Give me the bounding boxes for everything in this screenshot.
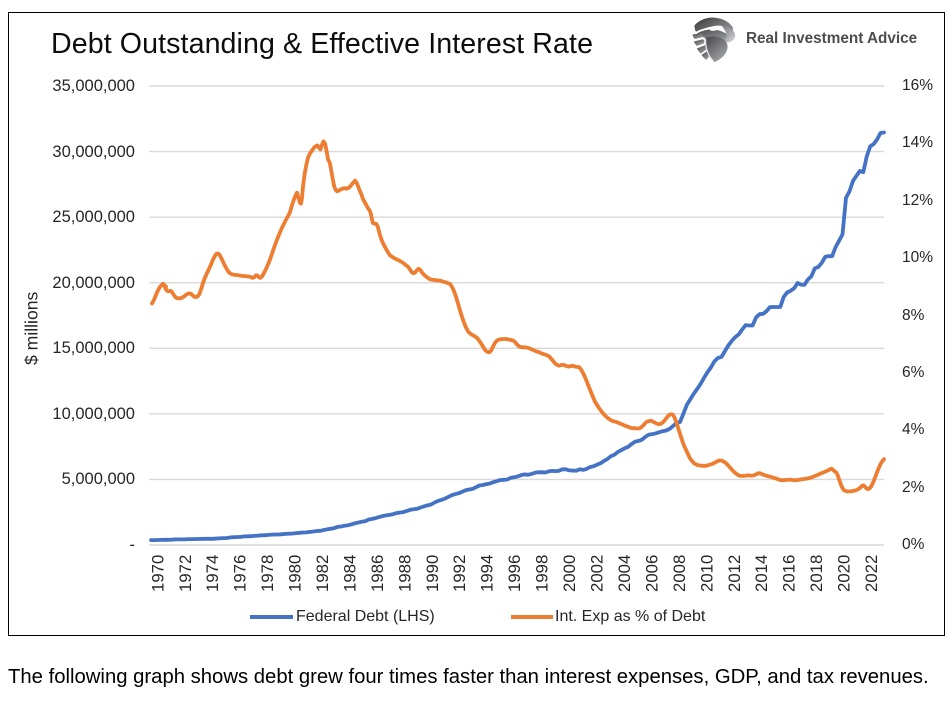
svg-text:2002: 2002 bbox=[588, 555, 607, 592]
svg-text:1978: 1978 bbox=[258, 555, 277, 592]
svg-text:2010: 2010 bbox=[697, 555, 716, 592]
svg-text:1972: 1972 bbox=[176, 555, 195, 592]
svg-text:1990: 1990 bbox=[423, 555, 442, 592]
svg-text:2006: 2006 bbox=[642, 555, 661, 592]
svg-text:2000: 2000 bbox=[560, 555, 579, 592]
svg-text:1994: 1994 bbox=[478, 555, 497, 592]
svg-text:1988: 1988 bbox=[395, 555, 414, 592]
svg-text:$ millions: $ millions bbox=[22, 291, 42, 365]
svg-text:2018: 2018 bbox=[807, 555, 826, 592]
svg-text:2008: 2008 bbox=[670, 555, 689, 592]
svg-text:1974: 1974 bbox=[203, 555, 222, 592]
svg-text:2004: 2004 bbox=[615, 555, 634, 592]
svg-text:1982: 1982 bbox=[313, 555, 332, 592]
svg-text:1984: 1984 bbox=[341, 555, 360, 592]
svg-text:2016: 2016 bbox=[780, 555, 799, 592]
svg-text:2014: 2014 bbox=[752, 555, 771, 592]
svg-text:1992: 1992 bbox=[450, 555, 469, 592]
svg-text:1970: 1970 bbox=[148, 555, 167, 592]
svg-text:2020: 2020 bbox=[835, 555, 854, 592]
svg-text:1996: 1996 bbox=[505, 555, 524, 592]
svg-text:1998: 1998 bbox=[533, 555, 552, 592]
svg-text:2022: 2022 bbox=[862, 555, 881, 592]
svg-text:1976: 1976 bbox=[231, 555, 250, 592]
svg-text:1980: 1980 bbox=[286, 555, 305, 592]
svg-text:1986: 1986 bbox=[368, 555, 387, 592]
svg-text:2012: 2012 bbox=[725, 555, 744, 592]
